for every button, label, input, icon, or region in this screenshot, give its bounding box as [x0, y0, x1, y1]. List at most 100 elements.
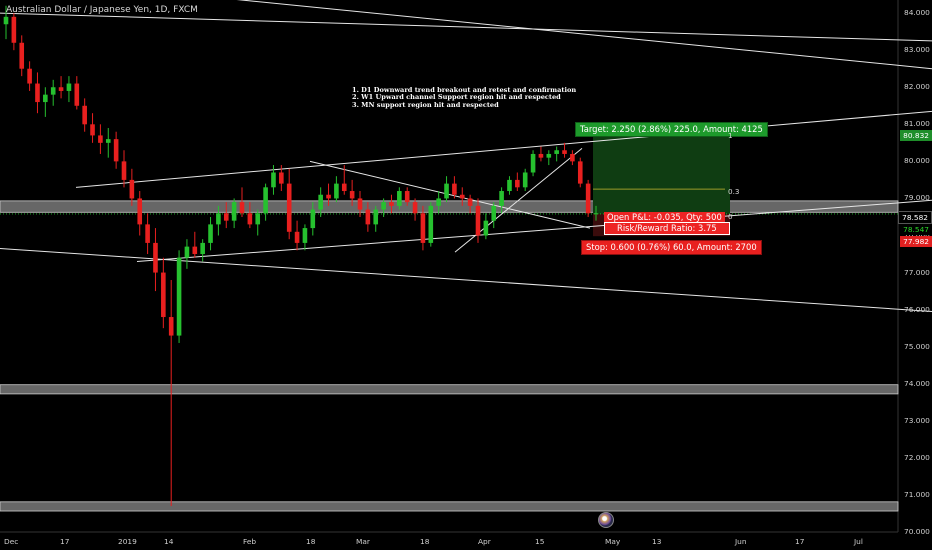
price-badge-current-2: 78.547 — [900, 224, 932, 235]
trend-line-1 — [0, 12, 932, 42]
time-tick-label: Apr — [478, 537, 491, 546]
open-pl-label[interactable]: Open P&L: -0.035, Qty: 500 — [604, 212, 725, 223]
trend-line-5 — [136, 199, 932, 262]
price-tick-label: 76.000 — [904, 304, 930, 314]
candle-body-4 — [27, 68, 32, 84]
candle-body-15 — [113, 139, 119, 162]
time-tick-label: Mar — [356, 537, 370, 546]
candle-body-59 — [459, 194, 465, 199]
candle-body-62 — [483, 220, 489, 236]
candle-body-29 — [223, 213, 229, 221]
candle-body-61 — [475, 205, 481, 236]
price-tick-label: 79.000 — [904, 193, 930, 203]
candle-body-7 — [50, 87, 56, 95]
candle-body-32 — [247, 213, 253, 225]
candle-body-51 — [397, 191, 402, 206]
trend-line-3 — [75, 110, 932, 188]
time-tick-label: 15 — [535, 537, 545, 546]
time-tick-label: 13 — [652, 537, 662, 546]
support-zone-1 — [0, 200, 899, 213]
price-tick-label: 74.000 — [904, 378, 930, 388]
candle-body-57 — [444, 183, 449, 199]
price-tick-label: 77.000 — [904, 267, 930, 277]
candle-body-22 — [168, 317, 174, 336]
candle-body-63 — [491, 205, 497, 221]
candle-body-36 — [279, 172, 284, 184]
note-1: 1. D1 Downward trend breakout and retest… — [352, 86, 577, 94]
price-tick-label: 84.000 — [904, 8, 930, 18]
target-label[interactable]: Target: 2.250 (2.86%) 225.0, Amount: 412… — [575, 122, 768, 137]
price-tick-label: 75.000 — [904, 341, 930, 351]
fib-label-03: 0.3 — [728, 187, 740, 196]
candle-body-5 — [35, 83, 40, 103]
trend-line-4 — [0, 247, 932, 312]
candle-body-64 — [499, 191, 504, 206]
candle-body-35 — [271, 172, 276, 188]
analysis-notes: 1. D1 Downward trend breakout and retest… — [352, 86, 577, 109]
candle-body-24 — [184, 246, 190, 258]
note-2: 2. W1 Upward channel Support region hit … — [352, 93, 561, 102]
candle-body-55 — [428, 205, 434, 243]
candle-body-66 — [515, 179, 520, 188]
fib-label-0: 0 — [728, 212, 733, 221]
candle-body-26 — [200, 242, 205, 255]
time-tick-label: 14 — [164, 537, 174, 546]
risk-reward-label[interactable]: Risk/Reward Ratio: 3.75 — [604, 222, 730, 235]
price-tick-label: 80.000 — [904, 156, 930, 166]
candle-body-65 — [507, 179, 512, 192]
note-3: 3. MN support region hit and respected — [352, 100, 499, 109]
candle-body-18 — [137, 198, 143, 225]
candle-body-76 — [593, 213, 599, 215]
candle-body-73 — [570, 153, 575, 162]
candle-body-40 — [310, 209, 316, 229]
candle-body-1 — [3, 16, 9, 25]
price-badge-stop: 77.982 — [900, 236, 932, 247]
candle-body-2 — [11, 16, 17, 43]
candle-body-14 — [105, 139, 111, 143]
candle-body-31 — [239, 202, 245, 214]
candle-body-16 — [121, 161, 127, 180]
candle-body-23 — [176, 257, 182, 336]
candle-body-56 — [436, 198, 441, 206]
target-zone — [593, 130, 730, 214]
support-zone-3 — [0, 501, 899, 512]
candle-body-74 — [577, 161, 583, 184]
candle-body-47 — [365, 209, 371, 225]
support-zone-2 — [0, 384, 899, 395]
price-tick-label: 82.000 — [904, 82, 930, 92]
candle-body-27 — [208, 224, 213, 243]
fib-label-1: 1 — [728, 131, 733, 140]
candle-body-71 — [554, 150, 559, 154]
time-tick-label: Jun — [735, 537, 747, 546]
stop-label[interactable]: Stop: 0.600 (0.76%) 60.0, Amount: 2700 — [581, 240, 762, 255]
candle-body-52 — [404, 191, 410, 203]
economic-event-icon[interactable] — [598, 512, 614, 528]
price-tick-label: 72.000 — [904, 452, 930, 462]
candle-body-17 — [129, 179, 135, 199]
candle-body-30 — [231, 202, 237, 221]
time-tick-label: 18 — [306, 537, 316, 546]
candle-body-21 — [161, 272, 166, 318]
candle-body-42 — [326, 194, 331, 199]
candle-body-43 — [334, 183, 339, 199]
candle-body-58 — [452, 183, 457, 195]
trend-line-2 — [236, 0, 932, 70]
candle-body-49 — [381, 202, 386, 210]
time-tick-label: 18 — [420, 537, 430, 546]
candle-body-53 — [412, 202, 418, 214]
candle-body-75 — [585, 183, 591, 214]
candle-body-13 — [98, 135, 103, 143]
candle-body-9 — [66, 83, 72, 91]
candle-body-11 — [82, 105, 87, 125]
time-tick-label: Dec — [4, 537, 19, 546]
candle-body-20 — [153, 242, 158, 273]
candle-body-72 — [562, 150, 567, 154]
price-badge-target: 80.832 — [900, 130, 932, 141]
candle-body-38 — [294, 231, 300, 243]
candle-body-45 — [349, 191, 355, 199]
symbol-title: Australian Dollar / Japanese Yen, 1D, FX… — [6, 5, 198, 15]
candle-body-39 — [302, 228, 308, 243]
candle-body-10 — [74, 83, 80, 106]
